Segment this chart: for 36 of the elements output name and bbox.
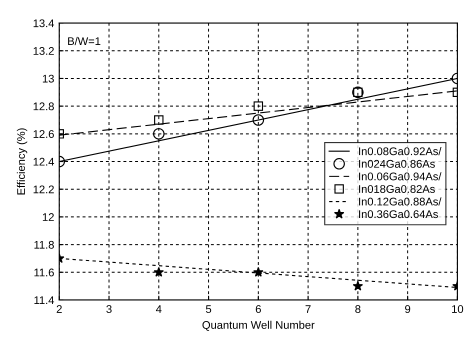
y-tick-label: 13.2: [34, 47, 54, 55]
y-tick-label: 13: [42, 74, 54, 83]
y-tick-label: 12.4: [34, 158, 54, 166]
point: [154, 115, 164, 125]
legend-label: In018Ga0.82As: [359, 185, 435, 193]
point: [154, 266, 164, 277]
x-axis-title: Quantum Well Number: [202, 320, 315, 331]
x-tick-label: 3: [106, 305, 112, 313]
y-tick-label: 12.8: [34, 102, 54, 110]
point: [153, 128, 165, 140]
legend-label: In0.06Ga0.94As/: [359, 172, 442, 180]
point: [254, 101, 264, 111]
x-tick-label: 2: [56, 305, 62, 313]
y-tick-label: 11.8: [34, 240, 54, 249]
y-tick-label: 11.4: [34, 296, 54, 304]
y-tick-label: 11.6: [34, 268, 54, 276]
x-tick-label: 8: [355, 305, 360, 313]
legend-label: In024Ga0.86As: [359, 160, 435, 168]
legend-label: In0.12Ga0.88As/: [359, 197, 442, 206]
annotation: B/W=1: [68, 36, 100, 46]
point: [352, 280, 364, 291]
x-tick-label: 10: [452, 305, 464, 313]
x-tick-label: 7: [306, 305, 311, 313]
legend-label: In0.36Ga0.64As: [359, 210, 438, 218]
x-tick-label: 9: [405, 305, 410, 313]
x-tick-label: 6: [256, 305, 261, 313]
y-axis-title: Efficiency (%): [16, 128, 28, 194]
legend-label: In0.08Ga0.92As/: [359, 147, 442, 156]
y-tick-label: 12: [42, 213, 54, 221]
point: [252, 114, 264, 126]
point: [253, 266, 264, 277]
y-tick-label: 13.4: [34, 19, 54, 28]
y-tick-label: 12.6: [34, 130, 54, 138]
x-tick-label: 4: [156, 305, 162, 313]
y-tick-label: 12.2: [34, 185, 54, 194]
x-tick-label: 5: [206, 305, 212, 313]
